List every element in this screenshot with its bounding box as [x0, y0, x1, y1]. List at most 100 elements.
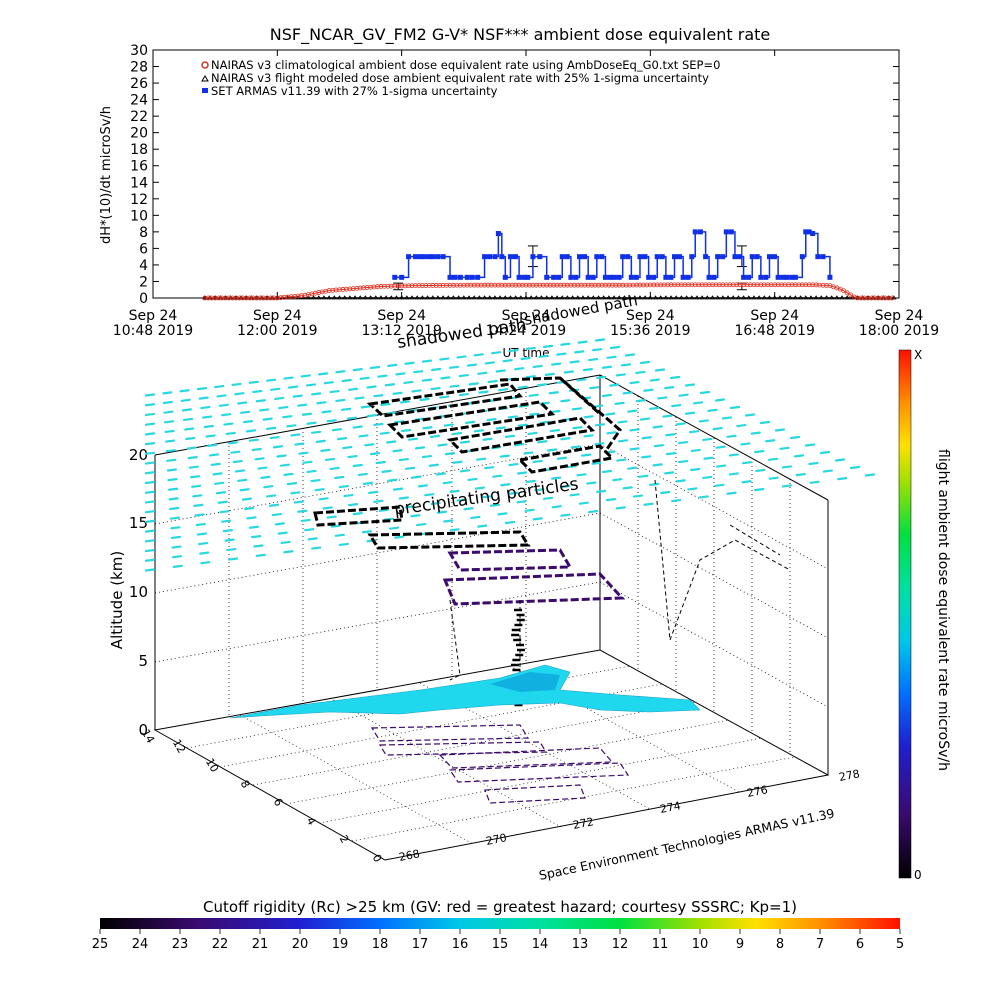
- series-climatological-point: [530, 282, 536, 288]
- series-armas-point: [771, 254, 777, 260]
- series-climatological-point: [406, 283, 411, 289]
- rigidity-dash: [297, 509, 308, 513]
- series-climatological-point: [502, 282, 508, 288]
- rigidity-dash: [489, 503, 501, 507]
- colorbar-tick-label: 21: [252, 937, 269, 952]
- rigidity-dash: [516, 500, 527, 504]
- rigidity-dash: [664, 471, 675, 475]
- series-climatological-point: [354, 285, 360, 291]
- series-climatological-point: [533, 282, 539, 288]
- rigidity-dash: [635, 399, 647, 403]
- series-armas-point: [677, 254, 683, 260]
- rigidity-dash: [482, 495, 493, 499]
- rigidity-dash: [560, 437, 571, 441]
- series-flight-modeled-point: [600, 295, 607, 300]
- rigidity-dash: [380, 402, 391, 407]
- rigidity-dash: [837, 477, 848, 481]
- series-climatological-point: [730, 282, 736, 288]
- series-flight-modeled-point: [673, 295, 679, 300]
- series-flight-modeled-point: [616, 295, 622, 300]
- series-armas-point: [616, 274, 622, 280]
- rigidity-dash: [324, 457, 336, 462]
- rigidity-dash: [392, 487, 404, 491]
- rigidity-dash: [251, 535, 262, 539]
- series-armas-point: [577, 254, 583, 260]
- rigidity-dash: [698, 495, 709, 499]
- series-flight-modeled-point: [761, 295, 768, 300]
- rigidity-dash: [375, 460, 386, 465]
- rigidity-dash: [528, 393, 539, 397]
- series-climatological-point: [789, 282, 795, 288]
- rigidity-dash: [255, 553, 266, 557]
- rigidity-dash: [234, 469, 246, 473]
- rigidity-dash: [551, 362, 562, 366]
- series-climatological-point: [457, 282, 463, 288]
- rigidity-dash: [196, 532, 208, 536]
- y-tick-label: 2: [139, 274, 148, 290]
- series-climatological-point: [630, 282, 636, 288]
- rigidity-dash: [560, 342, 571, 346]
- series-climatological-point: [337, 287, 342, 293]
- rigidity-dash: [524, 508, 535, 512]
- rigidity-dash: [144, 393, 156, 397]
- rigidity-dash: [277, 531, 288, 535]
- series-armas-point: [590, 274, 596, 280]
- rigidity-dash: [629, 380, 640, 385]
- rigidity-dash: [741, 480, 752, 484]
- rigidity-dash: [452, 460, 463, 464]
- rigidity-dash: [219, 510, 230, 514]
- series-climatological-point: [485, 282, 491, 288]
- rigidity-dash: [276, 454, 287, 458]
- rigidity-dash: [726, 491, 737, 495]
- back-wall-gridline: [154, 443, 601, 525]
- series-armas-point: [559, 254, 565, 260]
- series-flight-modeled-point: [751, 295, 757, 300]
- rigidity-dash: [849, 465, 861, 470]
- rigidity-dash: [331, 428, 343, 432]
- rigidity-dash: [286, 482, 298, 486]
- series-climatological-point: [416, 283, 422, 288]
- rigidity-dash: [781, 484, 793, 488]
- series-flight-modeled-point: [771, 295, 778, 300]
- rigidity-dash: [864, 473, 876, 477]
- rigidity-dash: [410, 514, 421, 518]
- series-armas-point: [440, 254, 446, 260]
- rigidity-dash: [643, 388, 654, 392]
- rigidity-dash: [387, 363, 398, 367]
- rigidity-dash: [612, 478, 623, 482]
- rigidity-dash: [609, 383, 620, 387]
- series-flight-modeled-point: [683, 295, 690, 300]
- rigidity-dash: [222, 529, 233, 533]
- series-climatological-point: [841, 288, 847, 294]
- series-flight-modeled-point: [373, 295, 379, 300]
- rigidity-dash: [300, 518, 311, 523]
- series-armas-point: [399, 274, 405, 280]
- rigidity-dash: [424, 493, 435, 497]
- rigidity-dash: [270, 387, 281, 391]
- rigidity-dash: [304, 528, 315, 532]
- rigidity-dash: [576, 473, 587, 477]
- rigidity-dash: [237, 401, 248, 405]
- rigidity-dash: [335, 398, 346, 403]
- series-flight-modeled-point: [398, 295, 405, 300]
- rigidity-dash: [688, 430, 700, 434]
- series-armas-point: [426, 254, 432, 260]
- rigidity-dash: [338, 542, 349, 547]
- series-flight-modeled-point: [445, 295, 452, 300]
- rigidity-dash: [163, 410, 174, 414]
- series-flight-modeled-point: [725, 295, 731, 300]
- series-flight-modeled-point: [331, 295, 338, 300]
- rigidity-dash: [373, 394, 384, 398]
- rigidity-dash: [474, 486, 486, 490]
- rigidity-dash: [144, 519, 156, 523]
- rigidity-dash: [560, 399, 571, 403]
- rigidity-dash: [754, 450, 765, 454]
- rigidity-dash: [507, 415, 518, 419]
- series-flight-modeled-point: [849, 295, 856, 300]
- rigidity-dash: [654, 368, 666, 372]
- rigidity-dash: [421, 378, 433, 382]
- series-climatological-point: [824, 283, 829, 288]
- y-tick-label: 28: [130, 60, 148, 76]
- series-flight-modeled-point: [803, 295, 809, 300]
- rigidity-dash: [207, 443, 218, 448]
